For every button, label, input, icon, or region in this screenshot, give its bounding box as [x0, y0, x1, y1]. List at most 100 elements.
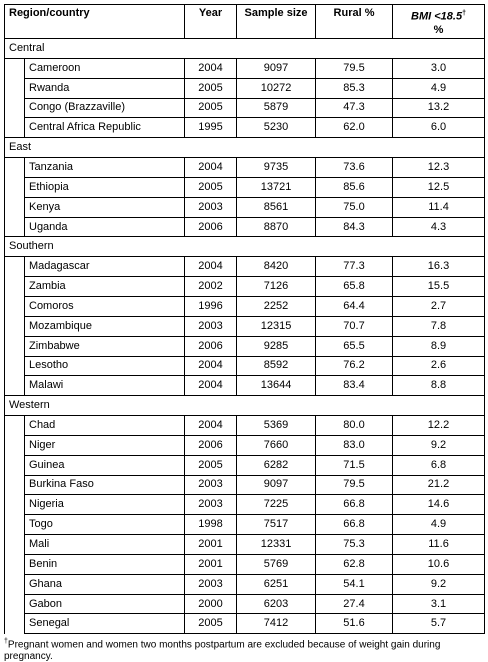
country-name: Burkina Faso — [23, 474, 186, 496]
cell: 2003 — [184, 573, 238, 595]
country-row: Cameroon 2004 9097 79.5 3.0 — [4, 57, 486, 138]
country-row: Nigeria 2003 7225 66.8 14.6 — [5, 494, 486, 516]
cell: 2.6 — [392, 355, 486, 377]
cell: 79.5 — [315, 57, 394, 79]
cell: 75.3 — [315, 534, 394, 555]
country-row: Niger 2006 7660 83.0 9.2 — [5, 434, 486, 456]
cell: 5369 — [236, 415, 317, 436]
cell: 79.5 — [315, 474, 394, 496]
country-row: Congo (Brazzaville) 2005 5879 47.3 13.2 — [5, 97, 486, 119]
cell: 9.2 — [392, 573, 486, 595]
country-name: Zimbabwe — [23, 335, 186, 357]
cell: 2005 — [184, 613, 238, 635]
cell: 85.6 — [315, 176, 394, 198]
cell: 73.6 — [315, 157, 394, 178]
cell: 2004 — [184, 415, 238, 436]
cell: 2001 — [184, 534, 238, 555]
cell: 80.0 — [315, 415, 394, 436]
footnote: †Pregnant women and women two months pos… — [4, 636, 484, 661]
country-name: Kenya — [23, 196, 186, 218]
cell: 83.0 — [315, 434, 394, 456]
cell: 65.5 — [315, 335, 394, 357]
country-row: Malawi 2004 13644 83.4 8.8 — [5, 375, 486, 397]
cell: 6282 — [236, 454, 317, 476]
cell: 13644 — [236, 375, 317, 397]
footnote-mark: † — [4, 638, 8, 646]
cell: 13721 — [236, 176, 317, 198]
country-row: Senegal 2005 7412 51.6 5.7 — [5, 613, 486, 635]
country-name: Central Africa Republic — [23, 117, 186, 139]
cell: 9097 — [236, 57, 317, 79]
cell: 47.3 — [315, 97, 394, 119]
cell: 15.5 — [392, 276, 486, 297]
cell: 9285 — [236, 335, 317, 357]
cell: 6.0 — [392, 117, 486, 139]
cell: 8561 — [236, 196, 317, 218]
country-name: Cameroon — [23, 57, 186, 79]
cell: 2004 — [184, 57, 238, 79]
cell: 54.1 — [315, 573, 394, 595]
country-row: Comoros 1996 2252 64.4 2.7 — [5, 295, 486, 317]
cell: 7126 — [236, 276, 317, 297]
country-name: Niger — [23, 434, 186, 456]
country-name: Gabon — [23, 593, 186, 615]
cell: 2002 — [184, 276, 238, 297]
country-name: Senegal — [23, 613, 186, 635]
cell: 2005 — [184, 97, 238, 119]
indent — [4, 415, 25, 634]
column-header: Year — [184, 4, 238, 39]
country-row: Benin 2001 5769 62.8 10.6 — [5, 553, 486, 575]
cell: 11.6 — [392, 534, 486, 555]
cell: 2003 — [184, 494, 238, 516]
footnote-text: Pregnant women and women two months post… — [4, 639, 441, 662]
country-row: Lesotho 2004 8592 76.2 2.6 — [5, 355, 486, 377]
indent — [4, 256, 25, 396]
country-name: Malawi — [23, 375, 186, 397]
cell: 85.3 — [315, 77, 394, 99]
cell: 77.3 — [315, 256, 394, 278]
cell: 5.7 — [392, 613, 486, 635]
cell: 2006 — [184, 216, 238, 238]
footnote-mark: † — [462, 10, 466, 17]
region-name: Southern — [3, 236, 486, 258]
cell: 21.2 — [392, 474, 486, 496]
country-name: Mali — [23, 534, 186, 555]
country-row: Burkina Faso 2003 9097 79.5 21.2 — [5, 474, 486, 496]
cell: 2000 — [184, 593, 238, 615]
cell: 2006 — [184, 335, 238, 357]
cell: 66.8 — [315, 514, 394, 536]
cell: 66.8 — [315, 494, 394, 516]
indent — [4, 157, 25, 237]
country-row: Mali 2001 12331 75.3 11.6 — [5, 534, 486, 555]
country-name: Madagascar — [23, 256, 186, 278]
cell: 10272 — [236, 77, 317, 99]
cell: 2005 — [184, 77, 238, 99]
bmi-label: BMI <18.5 — [411, 10, 463, 23]
cell: 2003 — [184, 474, 238, 496]
country-row: Tanzania 2004 9735 73.6 12.3 — [4, 157, 486, 237]
country-row: Kenya 2003 8561 75.0 11.4 — [5, 196, 486, 218]
cell: 12.2 — [392, 415, 486, 436]
cell: 1995 — [184, 117, 238, 139]
cell: 75.0 — [315, 196, 394, 218]
cell: 2005 — [184, 454, 238, 476]
cell: 2003 — [184, 315, 238, 337]
indent — [4, 58, 25, 138]
cell: 11.4 — [392, 196, 486, 218]
cell: 3.0 — [392, 57, 486, 79]
cell: 9097 — [236, 474, 317, 496]
cell: 2003 — [184, 196, 238, 218]
region-row: Western — [3, 395, 486, 417]
cell: 84.3 — [315, 216, 394, 238]
country-name: Benin — [23, 553, 186, 575]
cell: 12315 — [236, 315, 317, 337]
cell: 5769 — [236, 553, 317, 575]
country-name: Uganda — [23, 216, 186, 238]
cell: 7660 — [236, 434, 317, 456]
cell: 8420 — [236, 256, 317, 278]
cell: 2004 — [184, 157, 238, 178]
country-name: Guinea — [23, 454, 186, 476]
cell: 51.6 — [315, 613, 394, 635]
table-body: Central Cameroon 2004 9097 79.5 3.0 Rwanda 2005… — [3, 38, 486, 635]
cell: 6.8 — [392, 454, 486, 476]
